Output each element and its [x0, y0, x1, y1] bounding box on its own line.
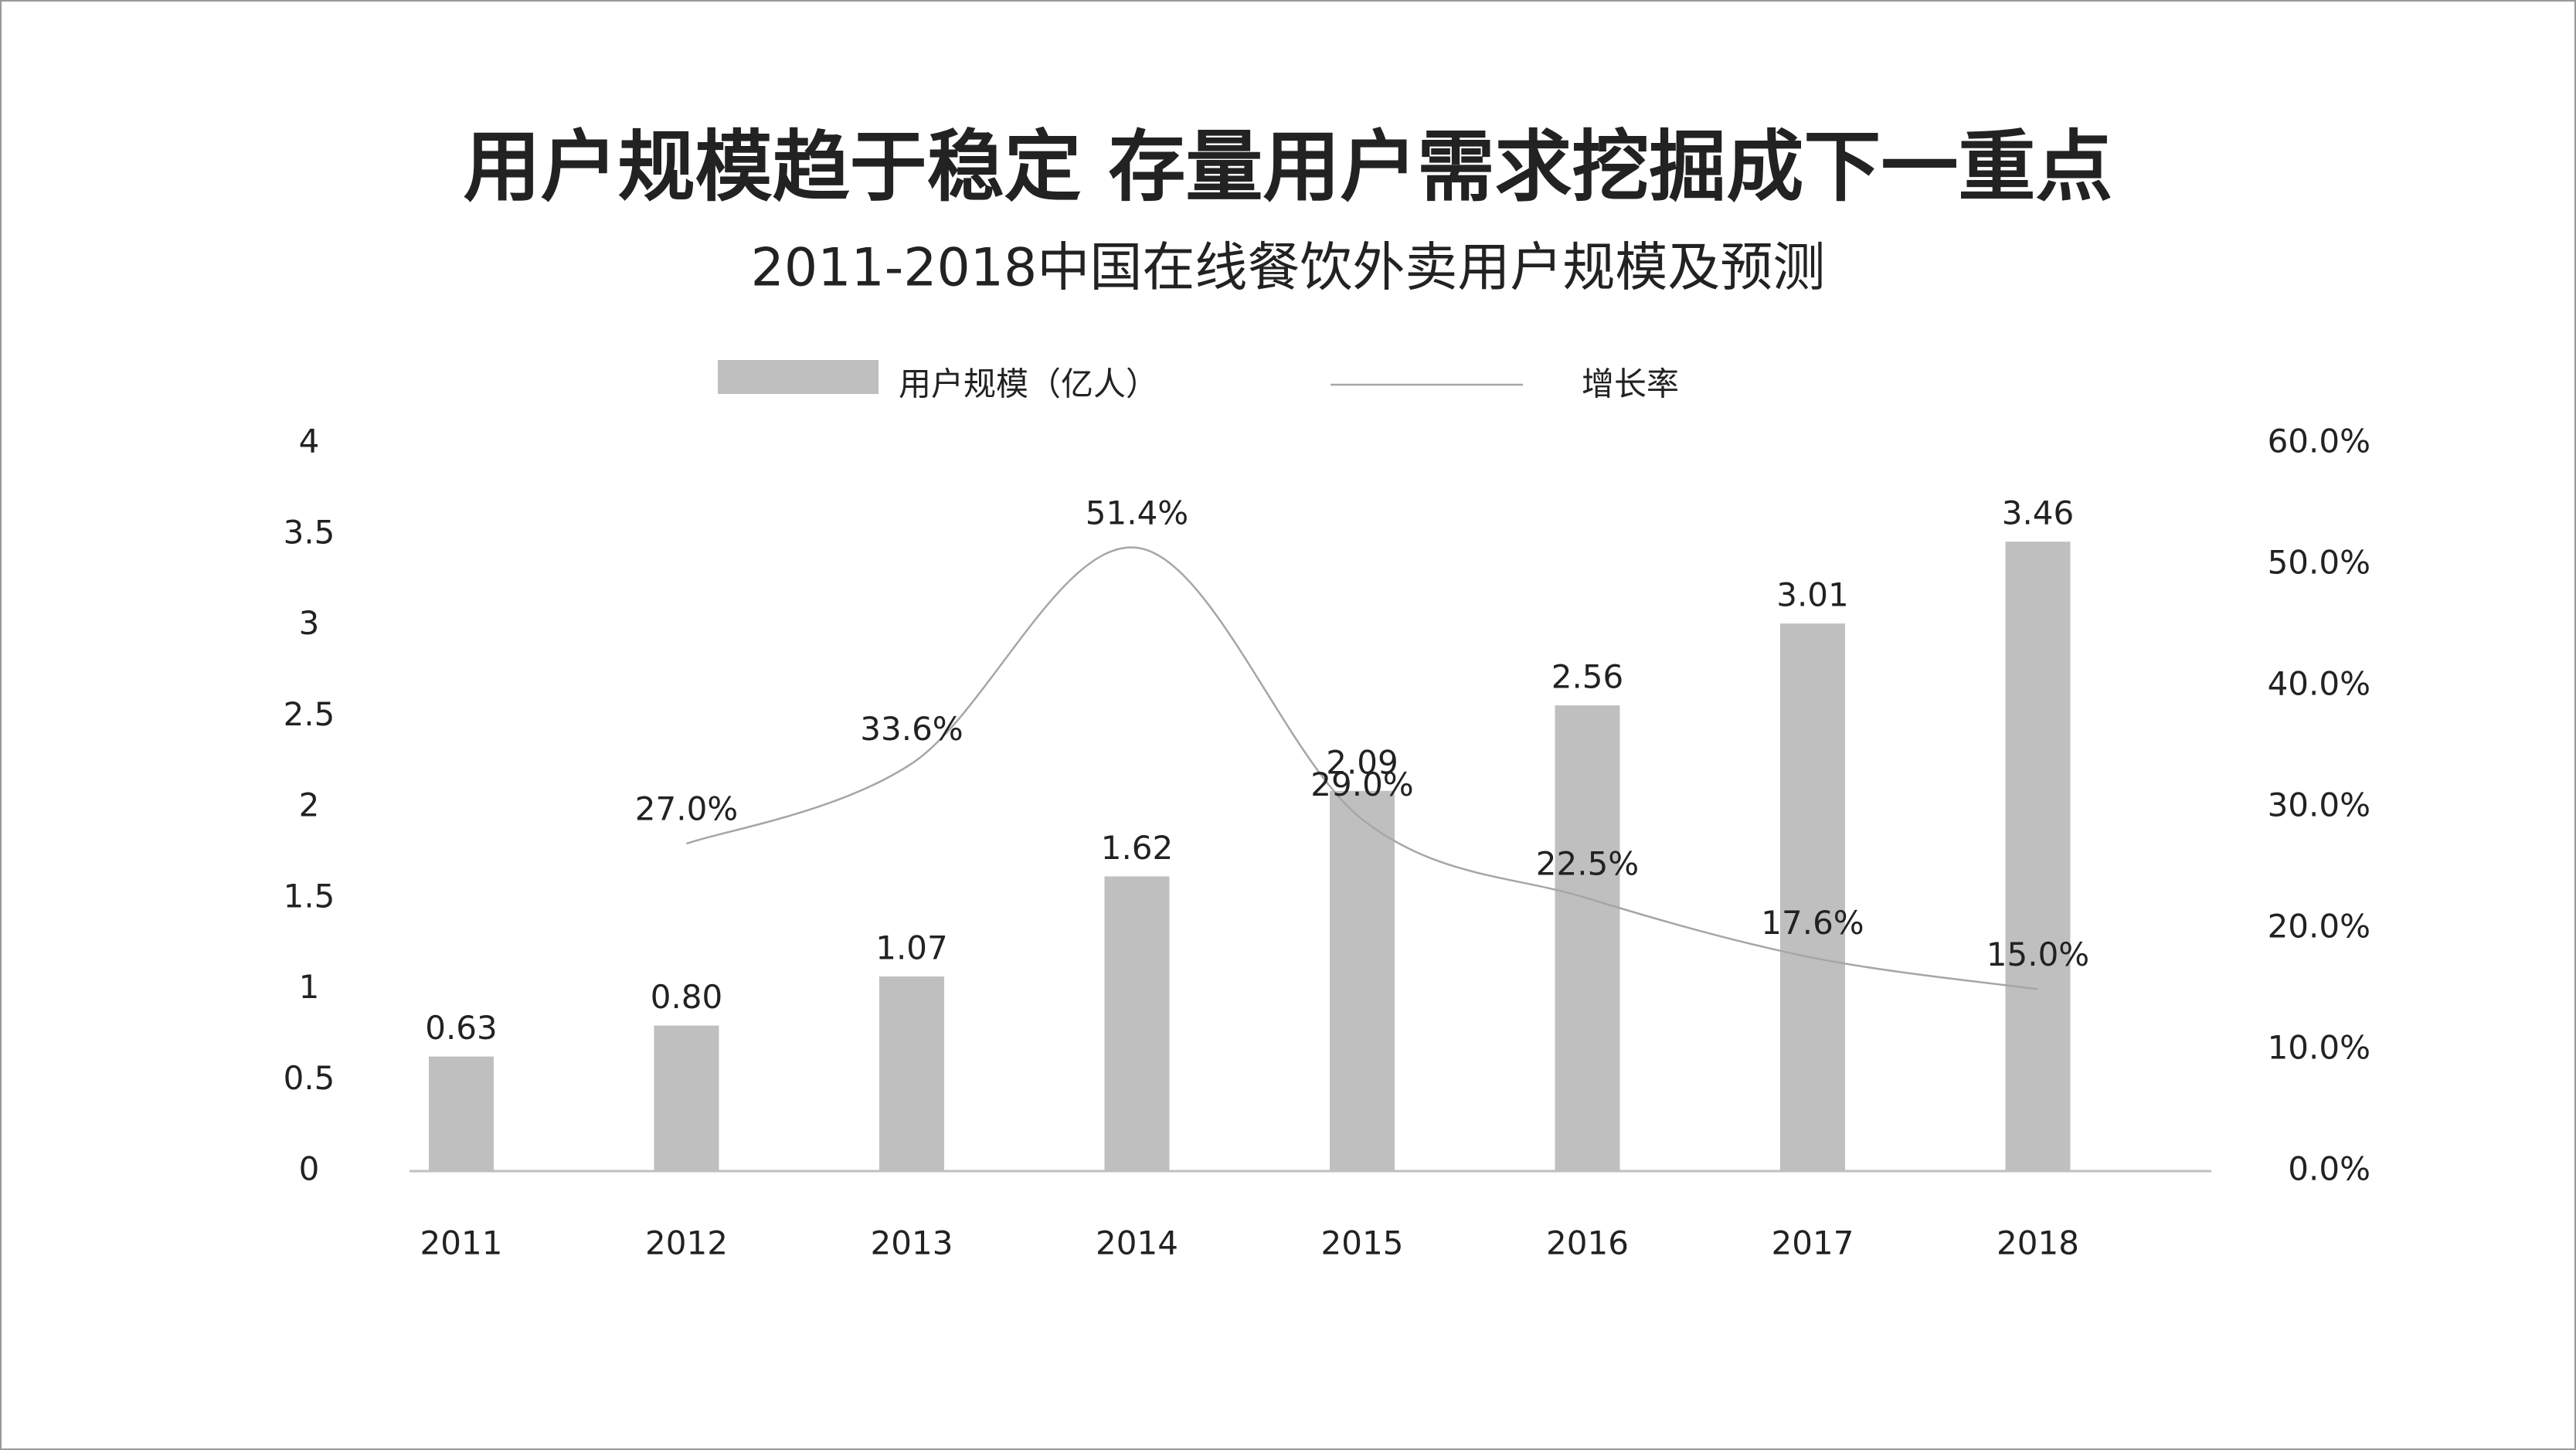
x-tick-label: 2016 [1546, 1224, 1629, 1262]
bar [654, 1025, 719, 1171]
chart-title: 用户规模趋于稳定 存量用户需求挖掘成下一重点 [464, 121, 2113, 212]
bar [1555, 705, 1620, 1171]
data-label: 17.6% [1761, 904, 1864, 942]
y-tick-label: 0.5 [284, 1059, 335, 1097]
line [686, 546, 2038, 990]
data-label: 33.6% [860, 710, 963, 748]
x-tick-label: 2014 [1096, 1224, 1178, 1262]
y-tick-label: 4 [299, 423, 320, 460]
data-label: 2.56 [1551, 658, 1624, 696]
legend-label: 用户规模（亿人） [899, 365, 1158, 403]
bar [2005, 542, 2071, 1171]
y2-tick-label: 60.0% [2268, 423, 2370, 460]
data-label: 3.01 [1776, 576, 1849, 614]
x-tick-label: 2011 [420, 1224, 503, 1262]
data-label: 1.62 [1101, 829, 1174, 867]
x-tick-label: 2015 [1321, 1224, 1404, 1262]
data-label: 22.5% [1536, 844, 1639, 882]
y-tick-label: 3 [299, 604, 320, 642]
data-label: 15.0% [1986, 936, 2089, 973]
data-label: 51.4% [1086, 494, 1188, 532]
y2-tick-label: 30.0% [2268, 786, 2370, 824]
chart-subtitle: 2011-2018中国在线餐饮外卖用户规模及预测 [751, 238, 1826, 299]
bar [1330, 790, 1395, 1171]
y2-tick-label: 50.0% [2268, 544, 2370, 582]
bar [1780, 623, 1845, 1171]
y-tick-label: 1 [299, 968, 320, 1006]
bar [429, 1056, 494, 1171]
legend-swatch [718, 360, 878, 394]
y-tick-label: 2 [299, 786, 320, 824]
y2-tick-label: 20.0% [2268, 908, 2370, 946]
data-label: 0.80 [651, 978, 723, 1016]
x-tick-label: 2012 [645, 1224, 728, 1262]
data-label: 2.09 [1326, 743, 1398, 781]
data-label: 0.63 [425, 1009, 498, 1047]
bar [1104, 876, 1170, 1171]
x-tick-label: 2017 [1772, 1224, 1854, 1262]
y2-tick-label: 40.0% [2268, 665, 2370, 703]
y2-tick-label: 0.0% [2288, 1150, 2370, 1188]
bar [879, 976, 944, 1171]
data-label: 1.07 [875, 929, 948, 967]
x-tick-label: 2013 [871, 1224, 953, 1262]
y-tick-label: 0 [299, 1150, 320, 1188]
x-tick-label: 2018 [1997, 1224, 2079, 1262]
legend-label: 增长率 [1582, 365, 1679, 403]
data-label: 27.0% [635, 790, 738, 828]
data-label: 3.46 [2002, 494, 2075, 532]
data-label: 29.0% [1310, 766, 1413, 803]
y-tick-label: 2.5 [284, 695, 335, 733]
y-tick-label: 3.5 [284, 513, 335, 551]
y2-tick-label: 10.0% [2268, 1029, 2370, 1067]
y-tick-label: 1.5 [284, 877, 335, 915]
